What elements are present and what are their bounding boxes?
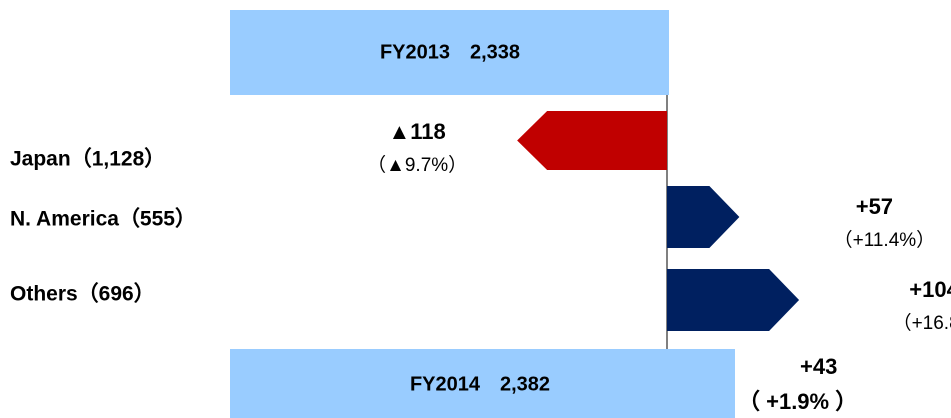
- category-label: N. America（555）: [10, 207, 196, 231]
- category-label: Japan（1,128）: [10, 147, 165, 171]
- arrow: [667, 269, 800, 331]
- sub-label: （+16.8%）: [893, 312, 951, 334]
- start-label: FY2013 2,338: [380, 41, 520, 63]
- end-box: [230, 349, 735, 418]
- value-label: +57: [856, 194, 893, 219]
- end-label: FY2014 2,382: [410, 373, 550, 395]
- category-label: Others（696）: [10, 282, 155, 306]
- value-label: ▲118: [388, 119, 445, 144]
- value-label: +104: [909, 277, 951, 302]
- arrow: [667, 186, 740, 248]
- arrow: [517, 111, 667, 170]
- total-change-label: +43: [800, 354, 837, 379]
- sub-label: （+11.4%）: [834, 229, 936, 251]
- total-change-sub: （ +1.9% ）: [738, 389, 857, 414]
- sub-label: （▲9.7%）: [367, 154, 467, 176]
- start-box: [230, 10, 669, 95]
